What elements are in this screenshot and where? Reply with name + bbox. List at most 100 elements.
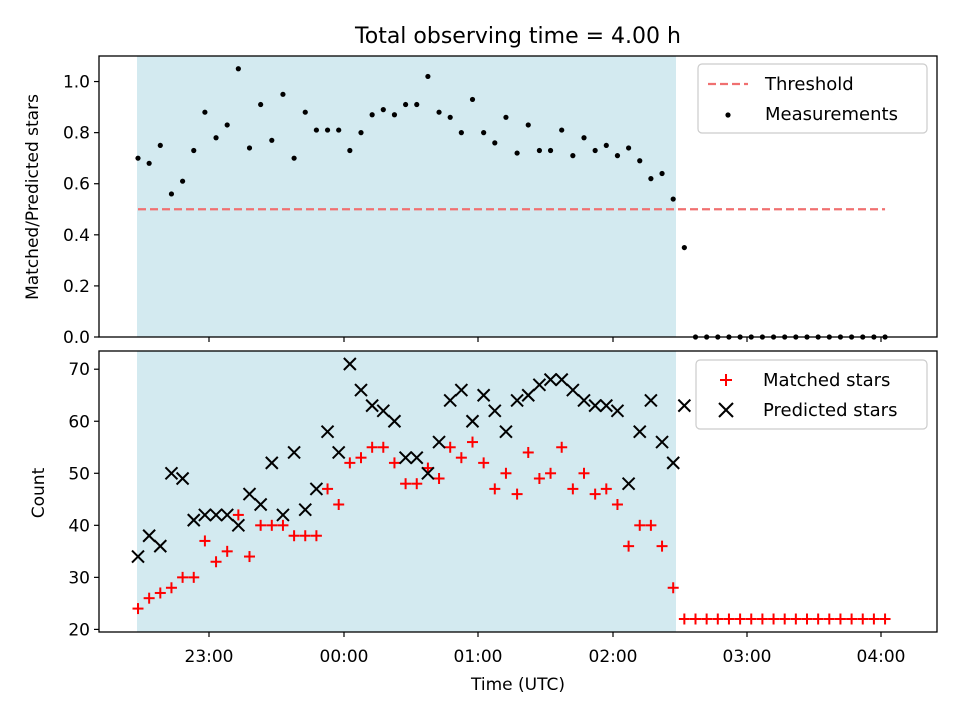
matched-stars-point bbox=[199, 535, 211, 547]
predicted-stars-point bbox=[231, 518, 246, 533]
predicted-stars-point bbox=[153, 539, 168, 553]
matched-stars-point bbox=[232, 509, 244, 521]
measurement-point bbox=[637, 158, 643, 164]
matched-stars-point bbox=[422, 462, 434, 474]
measurement-point bbox=[425, 73, 431, 80]
matched-stars-point bbox=[266, 519, 278, 531]
measurement-point bbox=[547, 147, 554, 154]
predicted-stars-point bbox=[633, 424, 647, 439]
top-y-tick-label: 0.6 bbox=[63, 175, 90, 195]
matched-stars-point bbox=[400, 478, 412, 490]
measurement-point bbox=[626, 145, 632, 151]
x-axis-label: Time (UTC) bbox=[470, 675, 565, 695]
matched-stars-point bbox=[834, 613, 846, 625]
matched-stars-point bbox=[467, 436, 478, 448]
matched-stars-point bbox=[377, 441, 389, 453]
measurement-point bbox=[481, 130, 487, 136]
matched-stars-point bbox=[154, 587, 166, 599]
measurement-point bbox=[536, 147, 543, 154]
matched-stars-point bbox=[656, 540, 668, 552]
matched-stars-point bbox=[132, 603, 144, 615]
matched-stars-point bbox=[366, 441, 378, 453]
matched-stars-point bbox=[756, 613, 768, 625]
top-y-ticks: 0.0 0.2 0.4 0.6 0.8 1.0 bbox=[63, 73, 99, 348]
matched-stars-point bbox=[500, 467, 512, 479]
top-axes-frame bbox=[98, 55, 938, 338]
predicted-stars-point bbox=[309, 482, 324, 496]
predicted-stars-point bbox=[343, 357, 357, 371]
x-tick-label: 00:00 bbox=[320, 647, 369, 667]
predicted-stars-point bbox=[621, 476, 636, 491]
matched-stars-point bbox=[277, 519, 289, 531]
predicted-stars-point bbox=[354, 383, 368, 397]
predicted-stars-point bbox=[465, 414, 480, 428]
predicted-stars-point bbox=[209, 508, 223, 522]
measurement-point bbox=[592, 147, 598, 154]
matched-stars-point bbox=[623, 540, 635, 552]
matched-stars-point bbox=[355, 452, 367, 464]
chart-title: Total observing time = 4.00 h bbox=[354, 24, 681, 49]
bottom-axes-frame bbox=[98, 350, 938, 633]
matched-stars-point bbox=[344, 457, 356, 469]
matched-stars-point bbox=[556, 441, 568, 453]
measurement-point bbox=[180, 178, 186, 184]
matched-stars-point bbox=[567, 483, 579, 495]
bottom-y-tick-label: 70 bbox=[68, 360, 90, 380]
top-y-tick-label: 0.0 bbox=[63, 328, 90, 348]
matched-stars-point bbox=[255, 519, 267, 531]
x-tick-label: 04:00 bbox=[857, 647, 906, 667]
predicted-stars-point bbox=[566, 383, 580, 397]
top-measurement-points bbox=[135, 66, 888, 340]
predicted-stars-point bbox=[644, 393, 658, 408]
x-tick-label: 03:00 bbox=[723, 647, 772, 667]
matched-stars-point bbox=[489, 483, 501, 495]
predicted-stars-point bbox=[365, 398, 379, 413]
legend-threshold-label: Threshold bbox=[764, 74, 854, 95]
top-legend-box bbox=[697, 63, 928, 134]
predicted-stars-point bbox=[677, 398, 692, 413]
predicted-stars-point bbox=[253, 497, 268, 512]
measurement-point bbox=[202, 109, 208, 115]
matched-stars-point bbox=[478, 457, 490, 469]
matched-stars-point bbox=[868, 613, 880, 625]
top-legend: Threshold Measurements bbox=[697, 63, 928, 134]
bottom-y-axis-label: Count bbox=[29, 467, 49, 518]
matched-stars-point bbox=[823, 613, 835, 625]
top-y-tick-label: 1.0 bbox=[63, 73, 90, 93]
bottom-legend-box bbox=[695, 359, 928, 430]
measurement-point bbox=[458, 130, 464, 136]
matched-stars-points bbox=[132, 436, 891, 625]
matched-stars-point bbox=[165, 582, 177, 594]
measurement-point bbox=[313, 127, 319, 133]
predicted-stars-point bbox=[599, 398, 614, 413]
matched-stars-point bbox=[310, 530, 322, 542]
predicted-stars-points bbox=[131, 357, 692, 564]
predicted-stars-point bbox=[655, 435, 669, 449]
measurement-point bbox=[581, 135, 587, 141]
predicted-stars-point bbox=[387, 414, 402, 428]
matched-stars-point bbox=[444, 441, 456, 453]
measurement-point bbox=[235, 66, 241, 72]
measurement-point bbox=[302, 109, 308, 115]
predicted-stars-point bbox=[443, 393, 457, 408]
measurement-point bbox=[469, 96, 476, 103]
measurement-point bbox=[403, 101, 409, 108]
measurement-point bbox=[525, 122, 531, 128]
matched-stars-point bbox=[589, 488, 601, 500]
predicted-stars-point bbox=[421, 466, 435, 480]
measurement-point bbox=[414, 101, 420, 108]
measurement-point bbox=[681, 244, 687, 251]
measurement-point bbox=[492, 140, 498, 146]
bottom-panel: 20 30 40 50 60 70 23:00 00:00 01:00 02:00 03:00 04… bbox=[29, 350, 938, 695]
measurement-point bbox=[436, 109, 442, 115]
matched-stars-point bbox=[667, 582, 679, 594]
top-x-ticks bbox=[208, 337, 882, 342]
measurement-point bbox=[135, 155, 141, 161]
bottom-y-tick-label: 40 bbox=[68, 516, 90, 536]
matched-stars-point bbox=[411, 478, 423, 490]
matched-stars-point bbox=[299, 530, 311, 542]
measurement-point bbox=[157, 142, 163, 149]
top-panel: 0.0 0.2 0.4 0.6 0.8 1.0 Matched/Predicted sta… bbox=[23, 55, 938, 348]
matched-stars-point bbox=[611, 499, 623, 511]
